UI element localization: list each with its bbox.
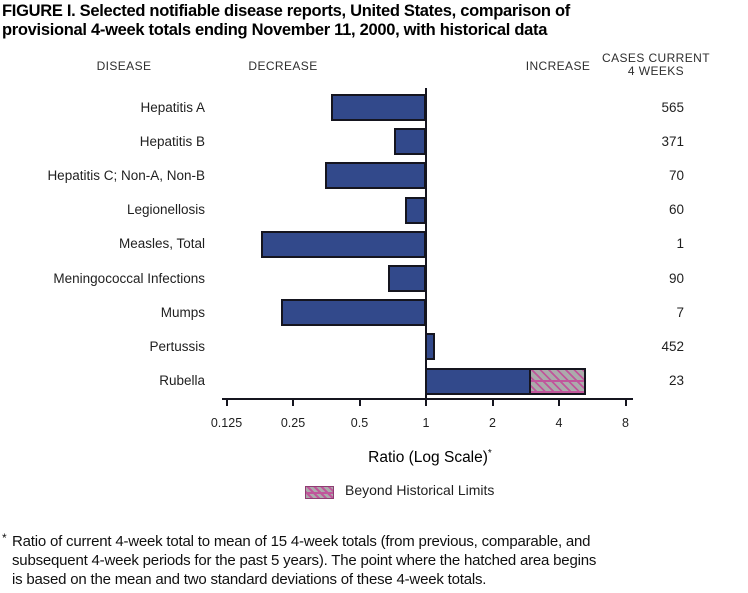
column-header-decrease: DECREASE (248, 59, 318, 73)
x-axis-tick-label: 0.5 (350, 416, 369, 430)
ratio-bar (387, 265, 426, 292)
disease-label: Meningococcal Infections (53, 270, 205, 286)
cases-value: 60 (668, 202, 684, 218)
x-axis-tick-label: 2 (489, 416, 496, 430)
x-axis-title-asterisk: * (487, 448, 492, 459)
disease-label: Legionellosis (126, 202, 205, 218)
ratio-bar (425, 367, 532, 395)
x-axis-tick-label: 0.25 (280, 416, 306, 430)
ratio-bar (330, 94, 426, 121)
x-axis-tick-mark (225, 400, 228, 406)
x-axis-tick-label: 8 (622, 416, 629, 430)
ratio-bar (325, 162, 426, 190)
x-axis-tick-label: 1 (422, 416, 430, 430)
x-axis-tick-mark (358, 400, 361, 406)
beyond-limits-bar (529, 367, 586, 395)
column-header-increase: INCREASE (525, 59, 591, 73)
disease-label: Pertussis (149, 338, 205, 354)
legend-hatch-swatch (305, 486, 334, 499)
x-axis-tick-label: 4 (555, 416, 563, 430)
x-axis-tick-mark (624, 400, 627, 406)
figure-title: FIGURE I. Selected notifiable disease re… (2, 2, 570, 40)
disease-label: Measles, Total (118, 236, 205, 252)
x-axis-title-text: Ratio (Log Scale) (368, 449, 488, 467)
x-axis-tick-mark (558, 400, 560, 406)
disease-label: Hepatitis A (140, 99, 205, 115)
figure-title-line2: provisional 4-week totals ending Novembe… (2, 21, 548, 39)
footnote-line1: Ratio of current 4-week total to mean of… (12, 533, 591, 550)
ratio-bar (394, 128, 426, 156)
x-axis-tick-mark (425, 400, 427, 406)
x-axis-tick-mark (491, 400, 494, 406)
legend-label: Beyond Historical Limits (345, 482, 495, 498)
footnote-asterisk: * (2, 531, 7, 545)
baseline-ratio-1 (425, 88, 427, 400)
ratio-bar (404, 196, 426, 224)
figure-title-line1: FIGURE I. Selected notifiable disease re… (2, 2, 570, 20)
x-axis-title: Ratio (Log Scale)* (330, 448, 530, 467)
x-axis-line (222, 398, 633, 400)
ratio-bar (425, 333, 436, 361)
column-header-cases-line2: 4 WEEKS (627, 64, 685, 78)
ratio-bar (280, 299, 426, 327)
x-axis-tick-mark (292, 400, 294, 406)
disease-label: Hepatitis B (139, 133, 205, 149)
cases-value: 371 (661, 133, 684, 149)
cases-value: 90 (668, 270, 684, 286)
ratio-bar (261, 230, 426, 258)
cases-value: 1 (676, 236, 684, 252)
cases-value: 23 (668, 373, 684, 389)
footnote-line3: is based on the mean and two standard de… (12, 571, 487, 588)
disease-label: Rubella (159, 373, 205, 389)
disease-label: Hepatitis C; Non-A, Non-B (47, 167, 205, 183)
cases-value: 7 (676, 304, 684, 320)
column-header-cases: CASES CURRENT 4 WEEKS (596, 52, 716, 78)
x-axis-tick-label: 0.125 (210, 416, 243, 430)
cases-value: 452 (661, 338, 684, 354)
disease-label: Mumps (160, 304, 205, 320)
cases-value: 565 (661, 99, 684, 115)
column-header-cases-line1: CASES CURRENT (602, 51, 710, 65)
column-header-disease: DISEASE (96, 59, 152, 73)
footnote-line2: subsequent 4-week periods for the past 5… (12, 552, 597, 569)
footnote: * Ratio of current 4-week total to mean … (2, 531, 746, 589)
cases-value: 70 (668, 167, 684, 183)
